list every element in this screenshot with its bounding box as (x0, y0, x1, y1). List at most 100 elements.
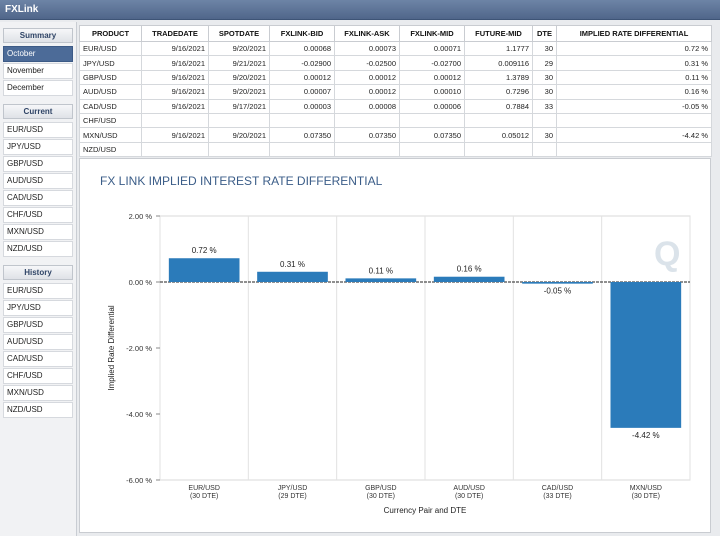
sidebar: Summary October November December Current … (0, 22, 77, 536)
y-tick-label: 0.00 % (129, 278, 153, 287)
sidebar-item-current-cad-usd[interactable]: CAD/USD (3, 190, 73, 206)
table-cell-product: JPY/USD (79, 55, 142, 71)
column-header-fxlink-ask[interactable]: FXLINK-ASK (334, 25, 400, 42)
table-body: EUR/USD 9/16/2021 9/20/2021 0.00068 0.00073 0… (79, 40, 712, 158)
sidebar-item-history-aud-usd[interactable]: AUD/USD (3, 334, 73, 350)
table-cell-fxlink-mid: 0.00071 (399, 40, 465, 57)
column-header-fxlink-bid[interactable]: FXLINK-BID (269, 25, 335, 42)
table-cell-product: CAD/USD (79, 98, 142, 114)
summary-section-header: Summary (3, 28, 73, 43)
table-row[interactable]: NZD/USD (79, 141, 712, 158)
table-row[interactable]: AUD/USD 9/16/2021 9/20/2021 0.00007 0.00012 0… (79, 84, 712, 100)
table-cell-fxlink-bid: -0.02900 (269, 55, 335, 71)
table-cell-future-mid: 0.7884 (464, 98, 533, 114)
bar-value-label: 0.16 % (457, 265, 482, 274)
table-cell-dte (532, 112, 557, 129)
sidebar-item-current-eur-usd[interactable]: EUR/USD (3, 122, 73, 138)
chart-panel: FX LINK IMPLIED INTEREST RATE DIFFERENTI… (79, 158, 711, 533)
table-cell-fxlink-mid: -0.02700 (399, 55, 465, 71)
table-cell-tradedate: 9/16/2021 (141, 40, 209, 57)
sidebar-item-history-jpy-usd[interactable]: JPY/USD (3, 300, 73, 316)
sidebar-item-current-chf-usd[interactable]: CHF/USD (3, 207, 73, 223)
bar-jpy-usd (257, 271, 328, 282)
bar-gbp-usd (345, 278, 417, 282)
sidebar-item-current-aud-usd[interactable]: AUD/USD (3, 173, 73, 189)
table-row[interactable]: GBP/USD 9/16/2021 9/20/2021 0.00012 0.00012 0… (79, 69, 712, 86)
column-header-fxlink-mid[interactable]: FXLINK-MID (399, 25, 465, 42)
table-cell-fxlink-ask: -0.02500 (334, 55, 400, 71)
table-cell-tradedate: 9/16/2021 (141, 55, 209, 71)
table-cell-implied-rate-differential (556, 141, 712, 158)
table-cell-fxlink-ask (334, 112, 400, 129)
summary-list: October November December (0, 46, 76, 96)
sidebar-item-current-nzd-usd[interactable]: NZD/USD (3, 241, 73, 257)
bar-chart: 2.00 % 0.00 % -2.00 % -4.00 % -6.00 % Q 0.72 %… (107, 212, 691, 515)
table-cell-future-mid: 1.3789 (464, 69, 533, 86)
table-row[interactable]: MXN/USD 9/16/2021 9/20/2021 0.07350 0.07350 0… (79, 127, 712, 143)
table-cell-fxlink-bid: 0.00068 (269, 40, 335, 57)
x-tick-label: MXN/USD (630, 485, 662, 492)
table-cell-tradedate (141, 112, 209, 129)
table-cell-product: NZD/USD (79, 141, 142, 158)
x-tick-label: CAD/USD (542, 485, 574, 492)
table-cell-spotdate: 9/20/2021 (208, 69, 270, 86)
y-tick-label: -4.00 % (126, 410, 152, 419)
sidebar-item-current-gbp-usd[interactable]: GBP/USD (3, 156, 73, 172)
x-tick-label: EUR/USD (188, 485, 220, 492)
table-cell-future-mid (464, 141, 533, 158)
column-header-implied-rate-differential[interactable]: IMPLIED RATE DIFFERENTIAL (556, 25, 712, 42)
table-cell-fxlink-ask: 0.00008 (334, 98, 400, 114)
table-row[interactable]: EUR/USD 9/16/2021 9/20/2021 0.00068 0.00073 0… (79, 40, 712, 57)
table-cell-fxlink-ask: 0.00012 (334, 84, 400, 100)
table-cell-product: GBP/USD (79, 69, 142, 86)
sidebar-item-history-gbp-usd[interactable]: GBP/USD (3, 317, 73, 333)
table-cell-product: CHF/USD (79, 112, 142, 129)
y-axis-title: Implied Rate Differential (107, 305, 116, 390)
sidebar-item-history-chf-usd[interactable]: CHF/USD (3, 368, 73, 384)
table-cell-dte: 29 (532, 55, 557, 71)
bar-value-label: -0.05 % (544, 287, 572, 296)
column-header-dte[interactable]: DTE (532, 25, 557, 42)
sidebar-item-current-jpy-usd[interactable]: JPY/USD (3, 139, 73, 155)
column-header-product[interactable]: PRODUCT (79, 25, 142, 42)
table-row[interactable]: JPY/USD 9/16/2021 9/21/2021 -0.02900 -0.0250… (79, 55, 712, 71)
table-cell-fxlink-mid (399, 141, 465, 158)
table-cell-dte: 30 (532, 40, 557, 57)
table-cell-implied-rate-differential: 0.31 % (556, 55, 712, 71)
table-cell-future-mid: 0.009116 (464, 55, 533, 71)
table-cell-fxlink-bid: 0.00003 (269, 98, 335, 114)
table-cell-implied-rate-differential (556, 112, 712, 129)
table-cell-fxlink-mid (399, 112, 465, 129)
table-cell-spotdate (208, 141, 270, 158)
sidebar-item-summary-november[interactable]: November (3, 63, 73, 79)
table-cell-fxlink-bid: 0.00007 (269, 84, 335, 100)
table-row[interactable]: CHF/USD (79, 112, 712, 129)
table-row[interactable]: CAD/USD 9/16/2021 9/17/2021 0.00003 0.00008 0… (79, 98, 712, 114)
bar-cad-usd (522, 282, 593, 284)
table-cell-fxlink-ask: 0.00073 (334, 40, 400, 57)
table-cell-tradedate (141, 141, 209, 158)
column-header-spotdate[interactable]: SPOTDATE (208, 25, 270, 42)
table-cell-fxlink-ask: 0.00012 (334, 69, 400, 86)
column-header-future-mid[interactable]: FUTURE-MID (464, 25, 533, 42)
app-title: FXLink (5, 4, 39, 15)
table-cell-tradedate: 9/16/2021 (141, 127, 209, 143)
sidebar-item-current-mxn-usd[interactable]: MXN/USD (3, 224, 73, 240)
table-cell-spotdate: 9/20/2021 (208, 127, 270, 143)
table-cell-fxlink-ask (334, 141, 400, 158)
table-cell-fxlink-bid: 0.00012 (269, 69, 335, 86)
sidebar-item-history-cad-usd[interactable]: CAD/USD (3, 351, 73, 367)
bar-value-label: 0.72 % (192, 246, 217, 255)
table-header-row: PRODUCT TRADEDATE SPOTDATE FXLINK-BID FXLINK… (79, 25, 712, 42)
column-header-tradedate[interactable]: TRADEDATE (141, 25, 209, 42)
sidebar-item-history-nzd-usd[interactable]: NZD/USD (3, 402, 73, 418)
sidebar-item-summary-december[interactable]: December (3, 80, 73, 96)
table-cell-tradedate: 9/16/2021 (141, 69, 209, 86)
sidebar-item-summary-october[interactable]: October (3, 46, 73, 62)
sidebar-item-history-mxn-usd[interactable]: MXN/USD (3, 385, 73, 401)
table-cell-spotdate: 9/20/2021 (208, 40, 270, 57)
sidebar-item-history-eur-usd[interactable]: EUR/USD (3, 283, 73, 299)
y-tick-label: 2.00 % (129, 212, 153, 221)
table-cell-tradedate: 9/16/2021 (141, 98, 209, 114)
chart-title: FX LINK IMPLIED INTEREST RATE DIFFERENTI… (100, 174, 383, 188)
